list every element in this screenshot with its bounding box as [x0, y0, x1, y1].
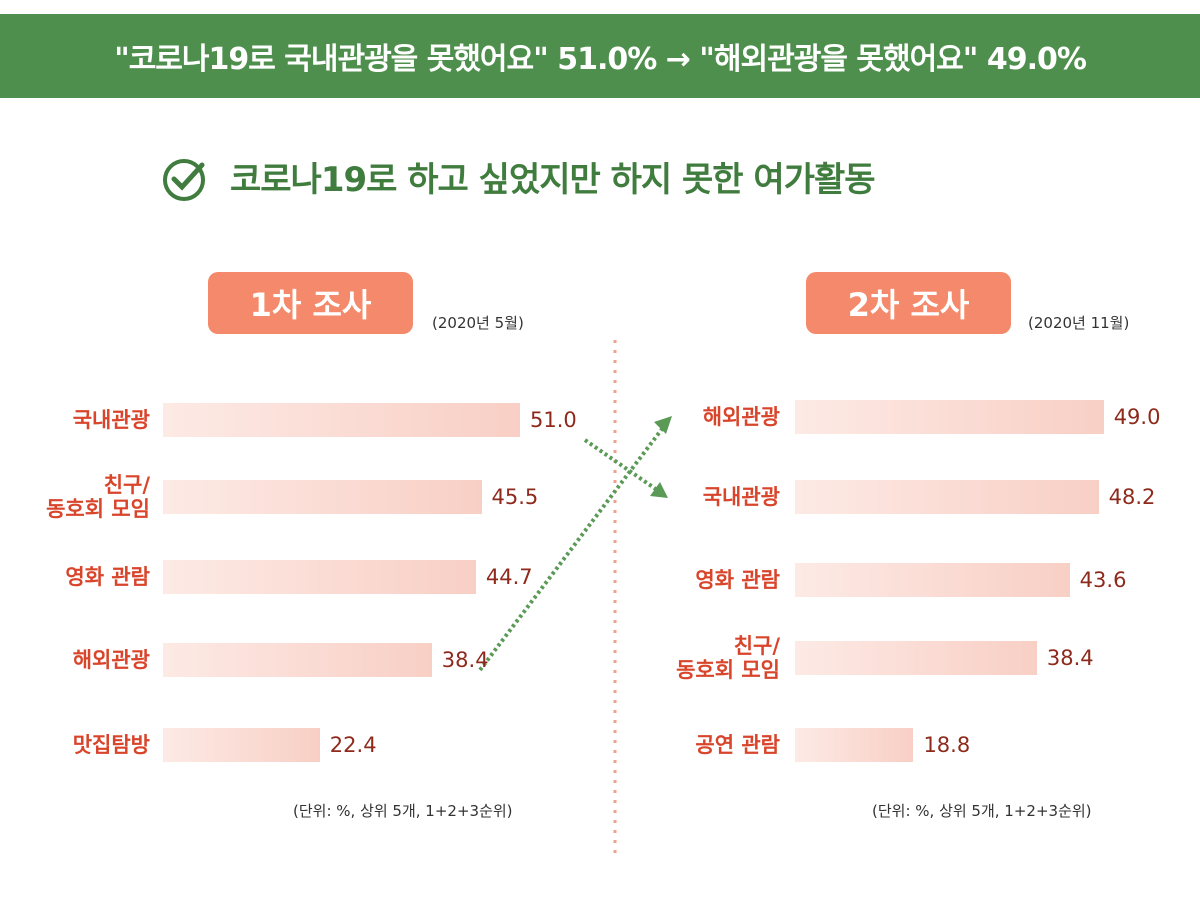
- bar: [795, 728, 914, 762]
- category-label: 맛집탐방: [72, 732, 150, 757]
- category-label: 영화 관람: [65, 564, 150, 589]
- category-label: 영화 관람: [695, 567, 780, 592]
- category-label: 친구/ 동호회 모임: [46, 472, 150, 521]
- category-label: 해외관광: [72, 647, 150, 672]
- value-label: 43.6: [1079, 568, 1127, 592]
- category-label: 국내관광: [702, 484, 780, 509]
- category-label: 해외관광: [702, 404, 780, 429]
- bar: [163, 728, 320, 762]
- category-label: 친구/ 동호회 모임: [676, 633, 780, 682]
- bar: [163, 480, 482, 514]
- bar: [163, 560, 476, 594]
- value-label: 22.4: [329, 733, 377, 757]
- bar: [795, 480, 1099, 514]
- bar: [163, 403, 520, 437]
- panel-subtitle: (2020년 5월): [432, 314, 524, 332]
- value-label: 49.0: [1113, 405, 1161, 429]
- bar: [795, 641, 1037, 675]
- check-icon: [163, 159, 205, 201]
- banner: "코로나19로 국내관광을 못했어요" 51.0% → "해외관광을 못했어요"…: [0, 14, 1200, 98]
- value-label: 38.4: [441, 648, 489, 672]
- bar: [795, 400, 1104, 434]
- value-label: 45.5: [491, 485, 539, 509]
- value-label: 18.8: [923, 733, 971, 757]
- bar: [795, 563, 1070, 597]
- value-label: 44.7: [485, 565, 533, 589]
- main-title: 코로나19로 하고 싶었지만 하지 못한 여가활동: [230, 160, 876, 200]
- panel-subtitle: (2020년 11월): [1028, 314, 1130, 332]
- unit-note: (단위: %, 상위 5개, 1+2+3순위): [872, 802, 1092, 820]
- unit-note: (단위: %, 상위 5개, 1+2+3순위): [293, 802, 513, 820]
- panel-title: 1차 조사: [208, 272, 413, 334]
- panel-title: 2차 조사: [806, 272, 1011, 334]
- category-label: 국내관광: [72, 407, 150, 432]
- value-label: 38.4: [1046, 646, 1094, 670]
- bar: [163, 643, 432, 677]
- value-label: 48.2: [1108, 485, 1156, 509]
- category-label: 공연 관람: [695, 732, 780, 757]
- value-label: 51.0: [530, 408, 577, 432]
